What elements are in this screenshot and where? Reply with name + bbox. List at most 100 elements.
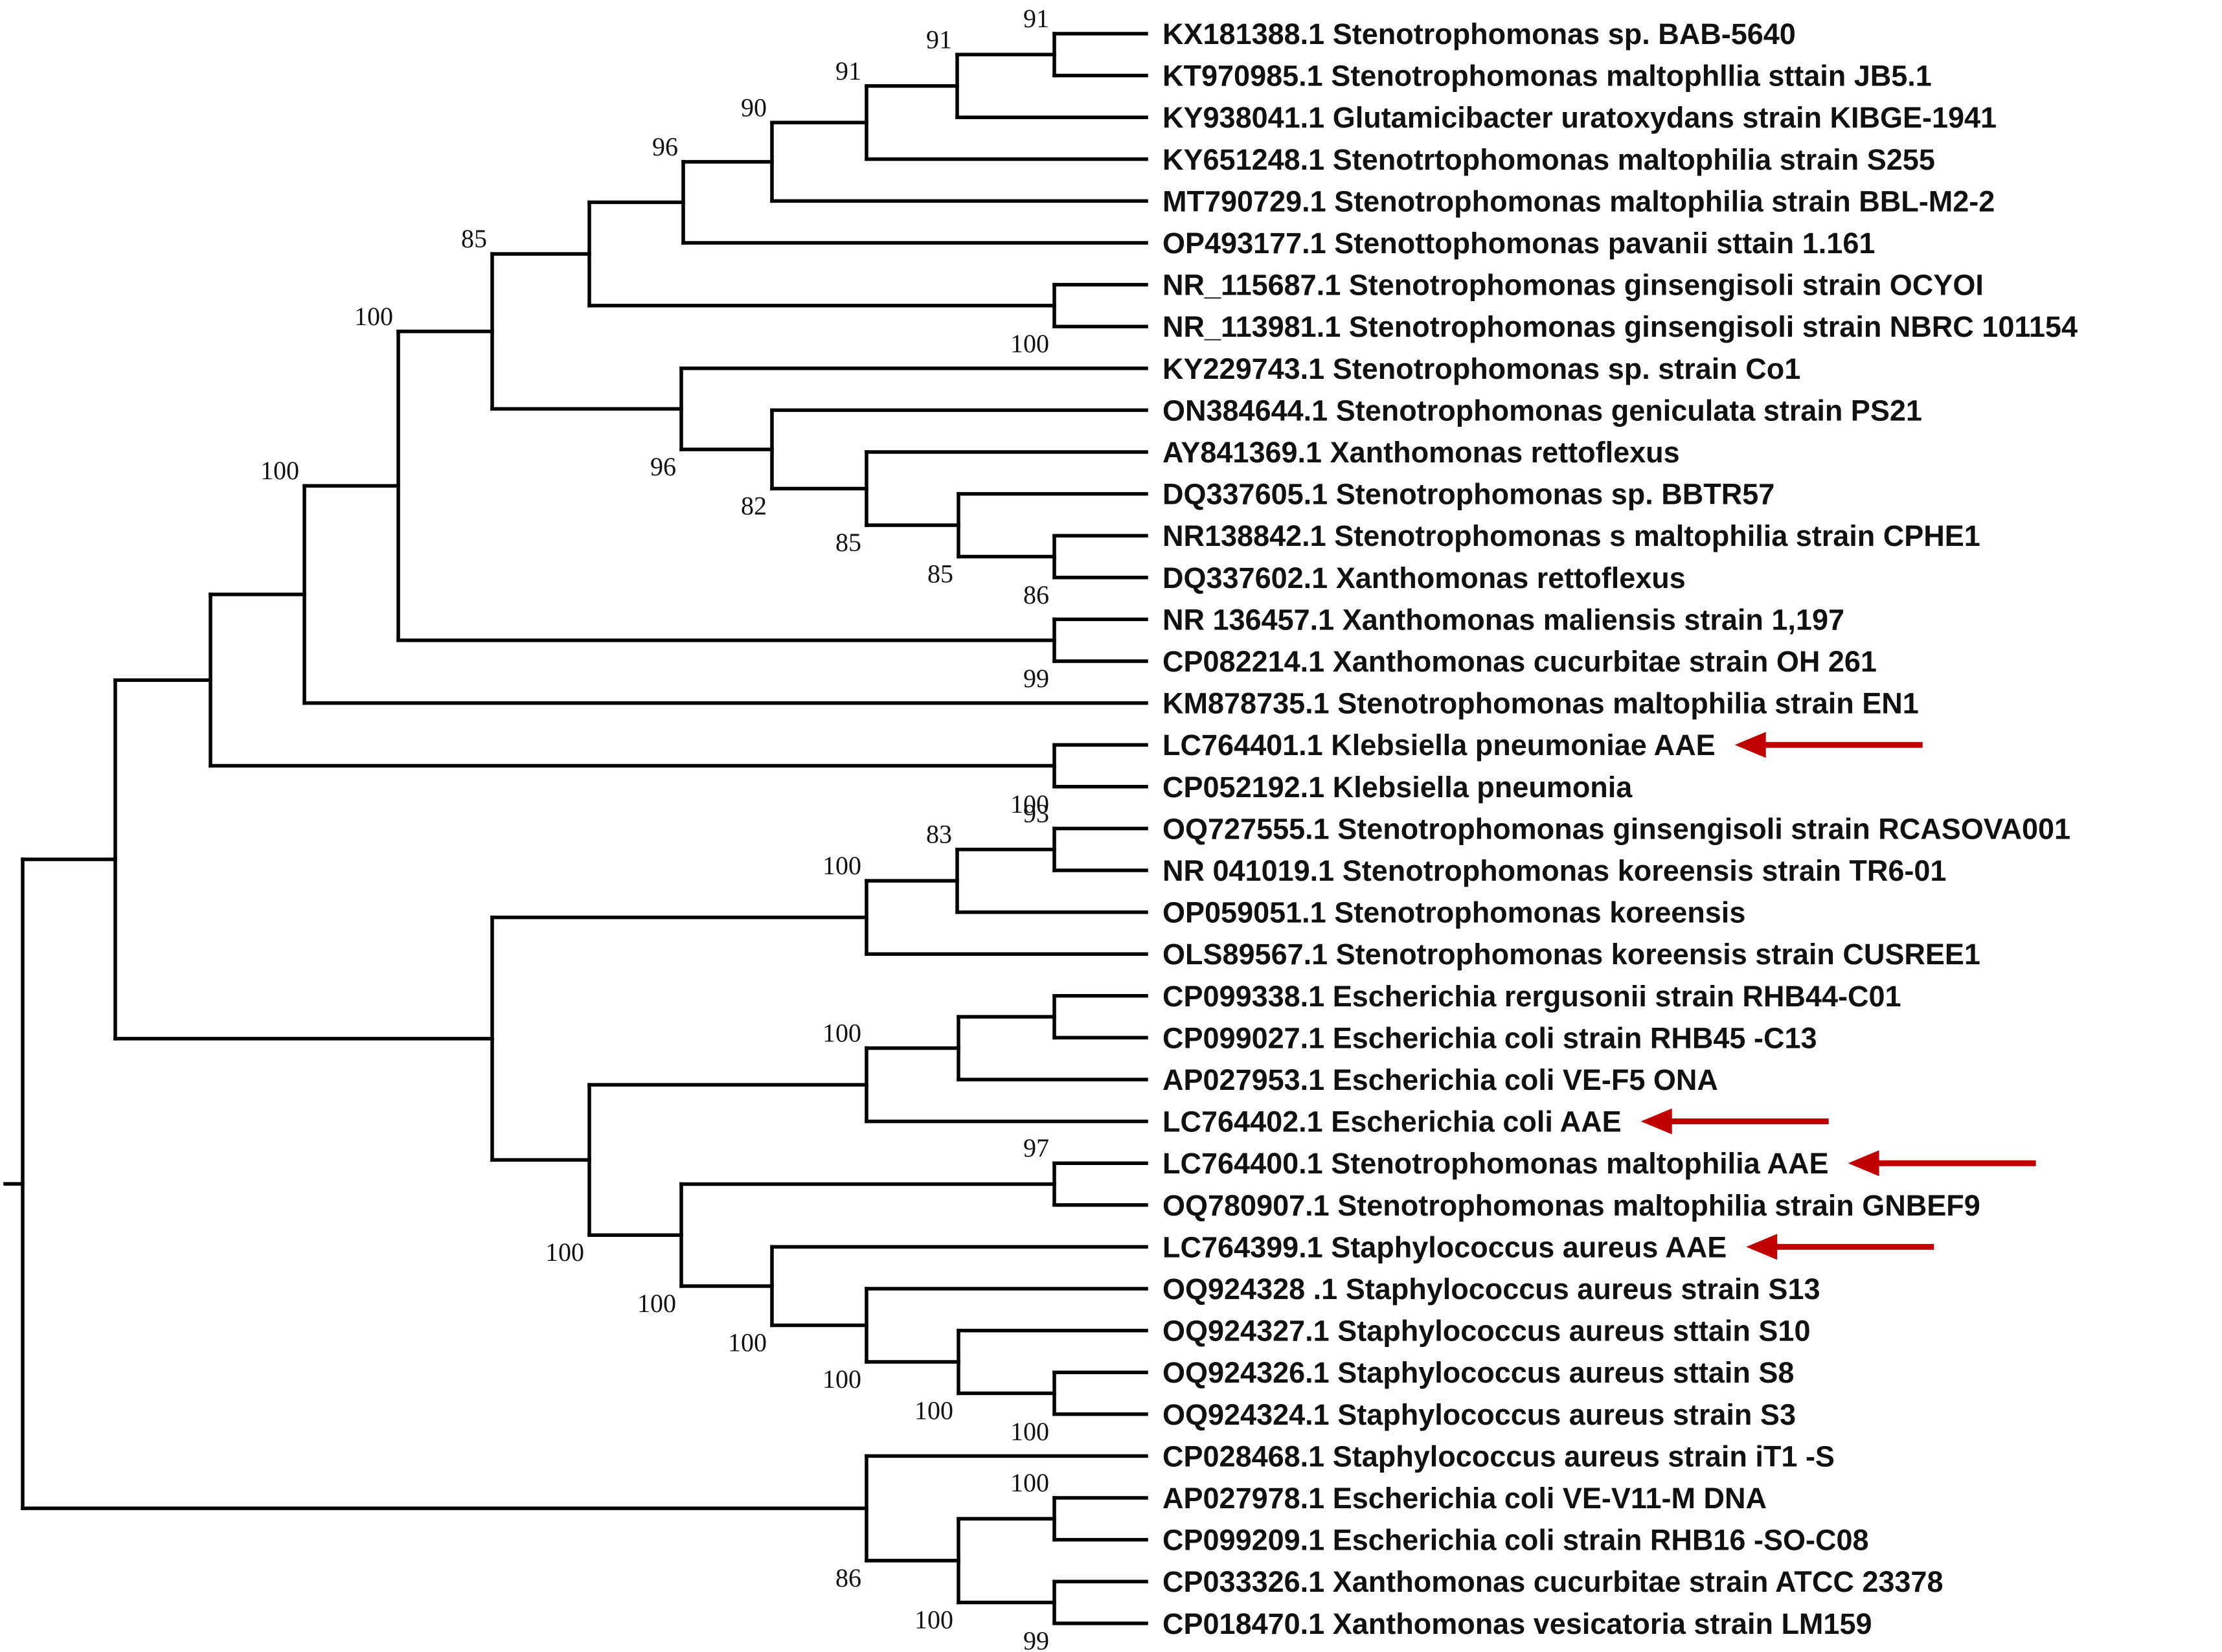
leaf-organism-name: Stenotrophomonas sp. BBTR57 <box>1328 478 1774 511</box>
leaf-label: AP027953.1 Escherichia coli VE-F5 ONA <box>1162 1063 1718 1096</box>
leaf-label: KM878735.1 Stenotrophomonas maltophilia … <box>1162 687 1919 720</box>
leaf-organism-name: Stenotrtophomonas maltophilia strain S25… <box>1324 143 1935 176</box>
leaf-accession: CP018470.1 <box>1162 1607 1324 1640</box>
leaf-label: KX181388.1 Stenotrophomonas sp. BAB-5640 <box>1162 17 1796 51</box>
leaf-accession: OQ924326.1 <box>1162 1356 1330 1389</box>
bootstrap-value: 100 <box>1010 1468 1049 1497</box>
leaf-accession: ON384644.1 <box>1162 394 1328 427</box>
bootstrap-value: 85 <box>835 528 861 557</box>
leaf-organism-name: Escherichia coli VE-F5 ONA <box>1324 1063 1718 1096</box>
leaf-accession: OLS89567.1 <box>1162 938 1328 971</box>
leaf-label: CP099338.1 Escherichia rergusonii strain… <box>1162 980 1901 1013</box>
leaf-organism-name: Xanthomonas cucurbitae strain OH 261 <box>1324 645 1877 678</box>
leaf-accession: KY651248.1 <box>1162 143 1324 176</box>
leaf-organism-name: Stenotrophomonas koreensis <box>1326 896 1746 929</box>
bootstrap-value: 83 <box>926 820 952 849</box>
leaf-label: OP059051.1 Stenotrophomonas koreensis <box>1162 896 1745 929</box>
leaf-accession: OQ727555.1 <box>1162 812 1330 845</box>
leaf-label: CP018470.1 Xanthomonas vesicatoria strai… <box>1162 1607 1872 1640</box>
leaf-accession: LC764402.1 <box>1162 1105 1323 1138</box>
leaf-label: CP028468.1 Staphylococcus aureus strain … <box>1162 1440 1835 1473</box>
bootstrap-value: 93 <box>1023 798 1049 828</box>
leaf-accession: KM878735.1 <box>1162 687 1330 720</box>
leaf-organism-name: Xanthomonas maliensis strain 1,197 <box>1334 603 1844 636</box>
leaf-label: KY651248.1 Stenotrtophomonas maltophilia… <box>1162 143 1935 176</box>
leaf-accession: CP082214.1 <box>1162 645 1324 678</box>
leaf-organism-name: Escherichia coli AAE <box>1323 1105 1622 1138</box>
leaf-organism-name: Stenottophomonas pavanii sttain 1.161 <box>1326 227 1876 260</box>
bootstrap-value: 91 <box>835 56 861 85</box>
leaf-accession: CP052192.1 <box>1162 771 1324 804</box>
bootstrap-value: 85 <box>927 560 953 589</box>
bootstrap-value: 100 <box>822 851 861 880</box>
bootstrap-value: 96 <box>650 452 676 481</box>
bootstrap-value: 100 <box>1010 1417 1049 1446</box>
bootstrap-values: 9191919096100868585829699100851001009383… <box>260 4 1049 1652</box>
leaf-organism-name: Klebsiella pneumoniae AAE <box>1323 729 1716 762</box>
bootstrap-value: 100 <box>728 1328 767 1357</box>
leaf-accession: CP033326.1 <box>1162 1565 1324 1598</box>
leaf-organism-name: Escherichia rergusonii strain RHB44-C01 <box>1324 980 1901 1013</box>
leaf-label: OP493177.1 Stenottophomonas pavanii stta… <box>1162 227 1875 260</box>
highlight-arrow-head <box>1640 1108 1672 1135</box>
leaf-label: NR_115687.1 Stenotrophomonas ginsengisol… <box>1162 269 1984 302</box>
leaf-accession: CP099209.1 <box>1162 1524 1324 1557</box>
leaf-organism-name: Xanthomonas rettoflexus <box>1328 561 1686 594</box>
leaf-accession: AY841369.1 <box>1162 436 1322 469</box>
leaf-accession: DQ337602.1 <box>1162 561 1328 594</box>
leaf-label: MT790729.1 Stenotrophomonas maltophilia … <box>1162 185 1995 218</box>
leaf-organism-name: Stenotrophomonas koreensis strain TR6-01 <box>1334 854 1946 887</box>
leaf-accession: NR 041019.1 <box>1162 854 1334 887</box>
leaf-label: DQ337605.1 Stenotrophomonas sp. BBTR57 <box>1162 478 1774 511</box>
leaf-accession: AP027978.1 <box>1162 1482 1324 1515</box>
bootstrap-value: 85 <box>461 224 487 253</box>
leaf-organism-name: Stenotrophomonas s maltophilia strain CP… <box>1326 519 1980 552</box>
leaf-accession: OP493177.1 <box>1162 227 1326 260</box>
bootstrap-value: 99 <box>1023 664 1049 693</box>
leaf-accession: KY229743.1 <box>1162 352 1324 385</box>
leaf-accession: NR 136457.1 <box>1162 603 1334 636</box>
leaf-accession: OQ924328 .1 <box>1162 1273 1337 1306</box>
bootstrap-value: 100 <box>260 456 299 485</box>
leaf-organism-name: Stenotrophomonas maltophilia strain GNBE… <box>1330 1189 1980 1222</box>
leaf-organism-name: Xanthomonas cucurbitae strain ATCC 23378 <box>1324 1565 1943 1598</box>
highlight-arrow-head <box>1734 732 1766 758</box>
leaf-label: OQ924324.1 Staphylococcus aureus strain … <box>1162 1398 1796 1431</box>
leaf-labels: KX181388.1 Stenotrophomonas sp. BAB-5640… <box>1162 17 2078 1640</box>
leaf-label: LC764402.1 Escherichia coli AAE <box>1162 1105 1622 1138</box>
leaf-label: OQ924328 .1 Staphylococcus aureus strain… <box>1162 1273 1820 1306</box>
leaf-accession: LC764399.1 <box>1162 1230 1323 1263</box>
leaf-label: LC764400.1 Stenotrophomonas maltophilia … <box>1162 1147 1829 1180</box>
leaf-accession: NR_113981.1 <box>1162 310 1341 343</box>
leaf-label: NR138842.1 Stenotrophomonas s maltophili… <box>1162 519 1980 552</box>
leaf-accession: CP099027.1 <box>1162 1021 1324 1054</box>
leaf-label: CP082214.1 Xanthomonas cucurbitae strain… <box>1162 645 1877 678</box>
leaf-organism-name: Stenotrophomonas ginsengisoli strain NBR… <box>1341 310 2078 343</box>
leaf-label: OQ780907.1 Stenotrophomonas maltophilia … <box>1162 1189 1980 1222</box>
leaf-accession: LC764401.1 <box>1162 729 1323 762</box>
leaf-organism-name: Staphylococcus aureus AAE <box>1323 1230 1727 1263</box>
leaf-label: OQ924326.1 Staphylococcus aureus sttain … <box>1162 1356 1794 1389</box>
leaf-organism-name: Stenotrophomonas maltophilia AAE <box>1323 1147 1829 1180</box>
bootstrap-value: 91 <box>926 25 952 54</box>
leaf-accession: LC764400.1 <box>1162 1147 1323 1180</box>
leaf-accession: MT790729.1 <box>1162 185 1326 218</box>
leaf-label: KT970985.1 Stenotrophomonas maltophllia … <box>1162 60 1932 93</box>
bootstrap-value: 100 <box>545 1238 584 1267</box>
leaf-label: CP033326.1 Xanthomonas cucurbitae strain… <box>1162 1565 1943 1598</box>
bootstrap-value: 86 <box>835 1563 861 1592</box>
bootstrap-value: 100 <box>1010 789 1049 819</box>
highlight-arrow-head <box>1848 1150 1879 1177</box>
bootstrap-value: 99 <box>1023 1626 1049 1652</box>
leaf-accession: OP059051.1 <box>1162 896 1326 929</box>
leaf-label: CP052192.1 Klebsiella pneumonia <box>1162 771 1633 804</box>
leaf-organism-name: Glutamicibacter uratoxydans strain KIBGE… <box>1324 101 1997 134</box>
leaf-label: CP099209.1 Escherichia coli strain RHB16… <box>1162 1524 1869 1557</box>
leaf-label: NR 041019.1 Stenotrophomonas koreensis s… <box>1162 854 1946 887</box>
leaf-organism-name: Staphylococcus aureus strain S13 <box>1337 1273 1820 1306</box>
leaf-accession: KX181388.1 <box>1162 17 1324 51</box>
leaf-organism-name: Stenotrophomonas maltophilia strain BBL-… <box>1326 185 1995 218</box>
bootstrap-value: 86 <box>1023 580 1049 609</box>
leaf-accession: KY938041.1 <box>1162 101 1324 134</box>
leaf-organism-name: Stenotrophomonas sp. BAB-5640 <box>1324 17 1796 51</box>
